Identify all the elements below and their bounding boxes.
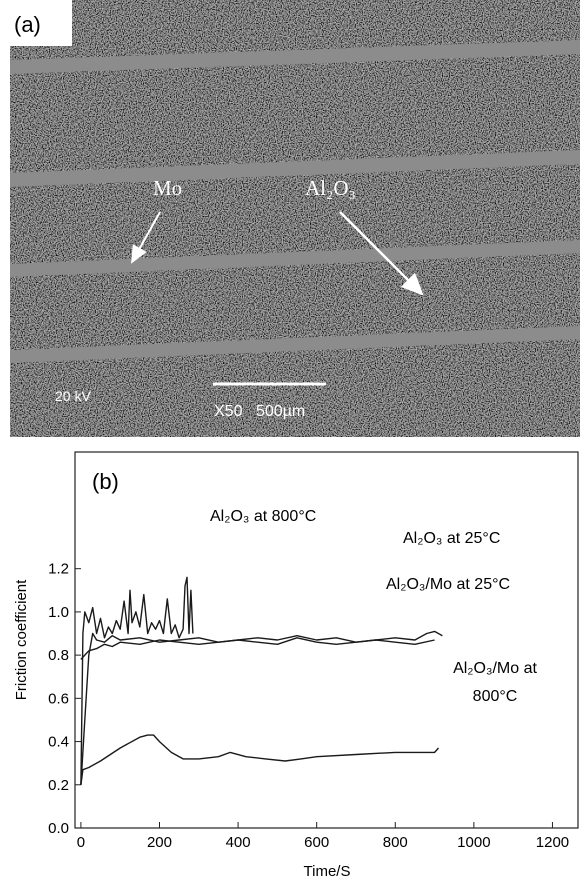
arrow xyxy=(131,211,161,264)
sem-texture xyxy=(10,0,580,437)
stripe xyxy=(10,40,580,74)
panel-label: (a) xyxy=(14,12,41,37)
sem-image: (a) Mo Al₂O₃ 20 kV X50 500µm xyxy=(0,0,580,437)
y-tick-label: 0.0 xyxy=(48,820,69,837)
label-box xyxy=(0,0,72,46)
annotation: Al₂O₃ xyxy=(305,176,356,200)
x-tick-label: 1200 xyxy=(536,834,569,851)
plot-frame xyxy=(74,451,579,829)
y-tick-label: 1.0 xyxy=(48,604,69,621)
stripe xyxy=(10,240,580,277)
y-tick-label: 0.6 xyxy=(48,690,69,707)
stripe xyxy=(10,326,580,363)
x-tick-label: 400 xyxy=(226,834,251,851)
panel-label: (b) xyxy=(92,469,119,494)
annotation: Mo xyxy=(153,176,182,200)
x-tick-label: 1000 xyxy=(457,834,490,851)
y-tick-label: 1.2 xyxy=(48,561,69,578)
friction-chart: (b) Time/S Friction coefficient Al₂O₃ at… xyxy=(13,451,579,880)
magnification: X50 xyxy=(214,403,243,420)
x-tick-label: 600 xyxy=(304,834,329,851)
x-tick-label: 800 xyxy=(383,834,408,851)
y-axis-label: Friction coefficient xyxy=(13,579,30,700)
series-label: Al₂O₃ at 800°C xyxy=(210,508,316,525)
series-label-box: Al₂O₃/Mo at 800°C xyxy=(453,660,537,705)
series-line xyxy=(80,734,440,785)
x-axis-label: Time/S xyxy=(304,863,351,880)
series-line xyxy=(80,630,443,785)
series-line xyxy=(80,576,194,785)
series-label: Al₂O₃/Mo at 800°C xyxy=(453,660,537,705)
x-tick-label: 200 xyxy=(147,834,172,851)
y-tick-label: 0.8 xyxy=(48,647,69,664)
sem-stripes xyxy=(10,40,580,363)
x-tick-label: 0 xyxy=(77,834,85,851)
series-label: Al₂O₃ at 25°C xyxy=(403,530,500,547)
y-tick-label: 0.4 xyxy=(48,734,69,751)
scale-label: 500µm xyxy=(256,403,305,420)
y-tick-label: 0.2 xyxy=(48,777,69,794)
voltage: 20 kV xyxy=(55,388,91,404)
stripe xyxy=(10,150,580,187)
series-label: Al₂O₃/Mo at 25°C xyxy=(386,576,510,593)
series-line xyxy=(80,637,435,660)
arrow xyxy=(339,211,424,296)
